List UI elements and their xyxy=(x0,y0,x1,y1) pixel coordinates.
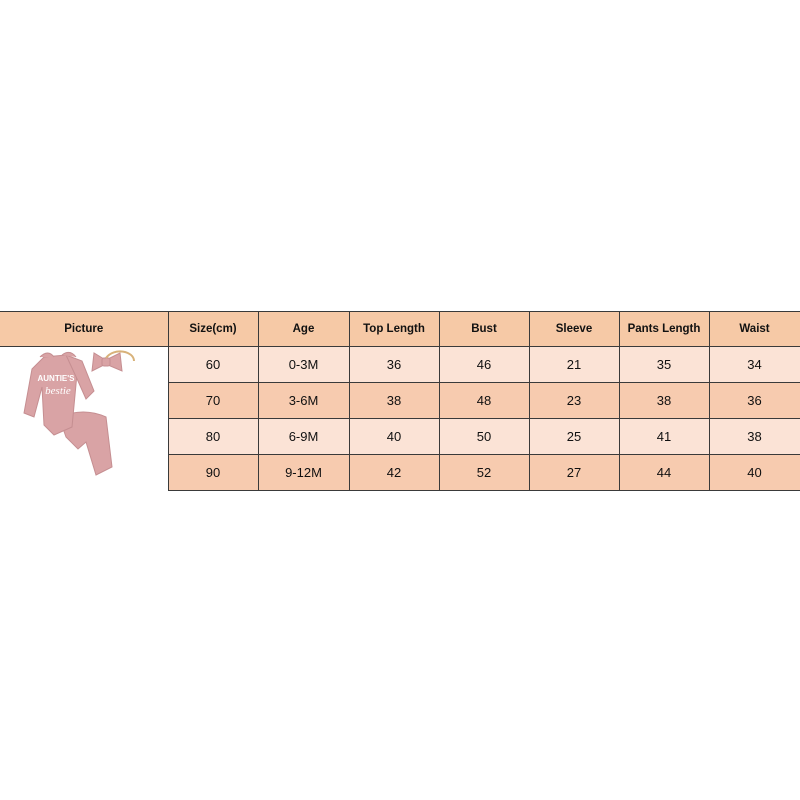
size-chart-table: Picture Size(cm) Age Top Length Bust Sle… xyxy=(0,311,800,491)
product-image: AUNTIE'S bestie xyxy=(23,350,135,476)
cell-sleeve: 25 xyxy=(528,417,620,455)
cell-age: 3-6M xyxy=(257,381,350,419)
header-top-length: Top Length xyxy=(348,311,440,347)
cell-age: 6-9M xyxy=(257,417,350,455)
cell-top-length: 42 xyxy=(348,453,440,491)
cell-sleeve: 23 xyxy=(528,381,620,419)
cell-waist: 40 xyxy=(708,453,800,491)
header-row: Picture Size(cm) Age Top Length Bust Sle… xyxy=(0,311,800,347)
cell-size: 70 xyxy=(167,381,259,419)
cell-bust: 52 xyxy=(438,453,530,491)
table-row: 90 9-12M 42 52 27 44 40 xyxy=(0,453,800,491)
cell-size: 80 xyxy=(167,417,259,455)
cell-waist: 36 xyxy=(708,381,800,419)
table-row: 80 6-9M 40 50 25 41 38 xyxy=(0,417,800,455)
cell-bust: 48 xyxy=(438,381,530,419)
cell-age: 9-12M xyxy=(257,453,350,491)
print-line1: AUNTIE'S xyxy=(37,374,75,383)
cell-bust: 50 xyxy=(438,417,530,455)
header-sleeve: Sleeve xyxy=(528,311,620,347)
print-line2: bestie xyxy=(45,385,71,397)
cell-pants-length: 41 xyxy=(618,417,710,455)
cell-waist: 34 xyxy=(708,346,800,383)
table-row: AUNTIE'S bestie 60 0-3M 36 46 21 35 34 xyxy=(0,346,800,490)
cell-sleeve: 21 xyxy=(528,346,620,383)
cell-pants-length: 44 xyxy=(618,453,710,491)
cell-top-length: 40 xyxy=(348,417,440,455)
header-bust: Bust xyxy=(438,311,530,347)
cell-top-length: 38 xyxy=(348,381,440,419)
cell-size: 90 xyxy=(167,453,259,491)
header-age: Age xyxy=(257,311,350,347)
cell-age: 0-3M xyxy=(257,346,350,383)
header-size: Size(cm) xyxy=(167,311,259,347)
cell-waist: 38 xyxy=(708,417,800,455)
cell-top-length: 36 xyxy=(348,346,440,383)
cell-bust: 46 xyxy=(438,346,530,383)
product-picture-cell: AUNTIE'S bestie xyxy=(0,346,169,490)
table-row: 70 3-6M 38 48 23 38 36 xyxy=(0,381,800,419)
header-waist: Waist xyxy=(708,311,800,347)
cell-size: 60 xyxy=(167,346,259,383)
cell-sleeve: 27 xyxy=(528,453,620,491)
cell-pants-length: 38 xyxy=(618,381,710,419)
header-pants-length: Pants Length xyxy=(618,311,710,347)
cell-pants-length: 35 xyxy=(618,346,710,383)
header-picture: Picture xyxy=(0,311,169,347)
